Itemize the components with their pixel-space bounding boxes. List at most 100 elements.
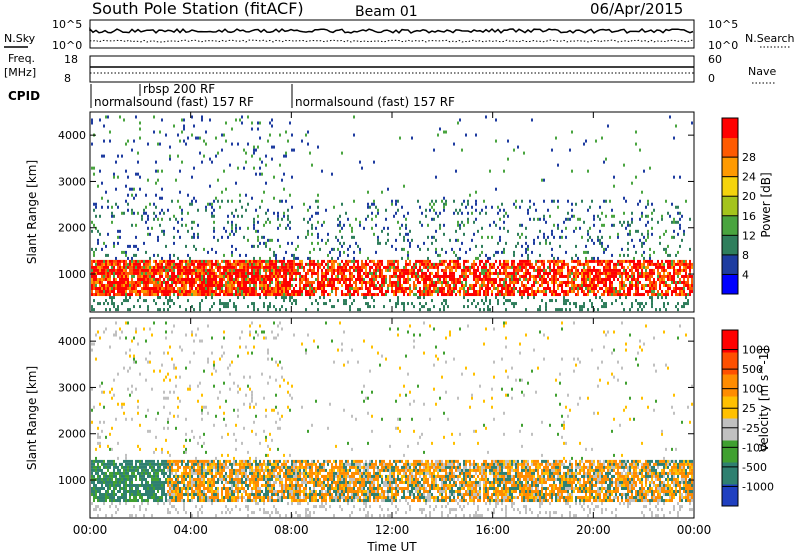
scatter-cell [109, 139, 111, 143]
scatter-cell [259, 265, 261, 269]
scatter-cell [271, 238, 273, 242]
scatter-cell [473, 268, 475, 272]
scatter-cell [289, 265, 291, 269]
scatter-cell [639, 271, 641, 275]
scatter-cell [153, 259, 155, 263]
scatter-cell [621, 262, 623, 266]
scatter-cell [365, 296, 367, 300]
scatter-cell [167, 477, 169, 481]
scatter-cell [113, 462, 115, 466]
scatter-cell [163, 259, 165, 263]
scatter-cell [551, 290, 553, 294]
scatter-cell [485, 211, 487, 215]
scatter-cell [577, 284, 579, 287]
scatter-cell [171, 477, 173, 481]
scatter-cell [503, 287, 505, 291]
scatter-cell [123, 280, 125, 284]
scatter-cell [127, 175, 129, 179]
scatter-cell [603, 250, 605, 254]
scatter-cell [569, 280, 571, 284]
scatter-cell [435, 250, 437, 254]
scatter-cell [395, 265, 397, 269]
scatter-cell [563, 262, 565, 266]
scatter-cell [435, 290, 437, 294]
scatter-cell [617, 271, 619, 275]
scatter-cell [99, 496, 101, 500]
scatter-cell [93, 468, 95, 472]
scatter-cell [373, 160, 375, 164]
scatter-cell [323, 284, 325, 287]
scatter-cell [421, 223, 423, 227]
scatter-cell [609, 290, 611, 294]
scatter-cell [379, 268, 381, 272]
scatter-cell [467, 268, 469, 272]
scatter-cell [155, 214, 157, 218]
freq-label: Freq. [8, 52, 35, 65]
scatter-cell [565, 226, 567, 230]
scatter-cell [141, 214, 143, 218]
scatter-cell [543, 293, 545, 297]
scatter-cell [337, 287, 339, 291]
scatter-cell [513, 293, 515, 297]
scatter-cell [173, 390, 175, 394]
scatter-cell [189, 262, 191, 266]
scatter-cell [103, 302, 105, 306]
scatter-cell [247, 287, 249, 291]
scatter-cell [663, 262, 665, 266]
scatter-cell [683, 280, 685, 284]
scatter-cell [555, 259, 557, 263]
scatter-cell [251, 302, 253, 306]
scatter-cell [409, 229, 411, 233]
scatter-cell [439, 127, 441, 131]
scatter-cell [199, 284, 201, 287]
scatter-cell [591, 199, 593, 203]
scatter-cell [589, 284, 591, 287]
scatter-cell [489, 268, 491, 272]
scatter-cell [181, 265, 183, 269]
scatter-cell [127, 465, 129, 469]
scatter-cell [575, 271, 577, 275]
scatter-cell [385, 293, 387, 297]
scatter-cell [211, 268, 213, 272]
scatter-cell [109, 505, 111, 509]
scatter-cell [119, 290, 121, 294]
scatter-cell [285, 271, 287, 275]
scatter-cell [119, 486, 121, 490]
scatter-cell [339, 271, 341, 275]
scatter-cell [611, 287, 613, 291]
scatter-cell [109, 274, 111, 278]
scatter-cell [313, 293, 315, 297]
scatter-cell [247, 115, 249, 119]
scatter-cell [239, 284, 241, 287]
scatter-cell [535, 208, 537, 212]
scatter-cell [615, 290, 617, 294]
scatter-cell [419, 265, 421, 269]
scatter-cell [147, 408, 149, 412]
scatter-cell [219, 302, 221, 306]
scatter-cell [99, 477, 101, 481]
scatter-cell [213, 235, 215, 239]
scatter-cell [105, 265, 107, 269]
scatter-cell [593, 293, 595, 297]
scatter-cell [647, 290, 649, 294]
scatter-cell [107, 290, 109, 294]
scatter-cell [397, 287, 399, 291]
scatter-cell [611, 293, 613, 297]
scatter-cell [423, 287, 425, 291]
scatter-cell [589, 287, 591, 291]
scatter-cell [233, 280, 235, 284]
scatter-cell [425, 287, 427, 291]
scatter-cell [279, 133, 281, 137]
scatter-cell [591, 271, 593, 275]
colorbar-swatch [722, 176, 738, 197]
scatter-cell [117, 471, 119, 475]
scatter-cell [445, 274, 447, 278]
scatter-cell [119, 280, 121, 284]
scatter-cell [91, 229, 93, 233]
scatter-cell [211, 305, 213, 309]
scatter-cell [173, 290, 175, 294]
scatter-cell [287, 241, 289, 245]
scatter-cell [657, 274, 659, 278]
scatter-cell [359, 280, 361, 284]
scatter-cell [149, 483, 151, 487]
